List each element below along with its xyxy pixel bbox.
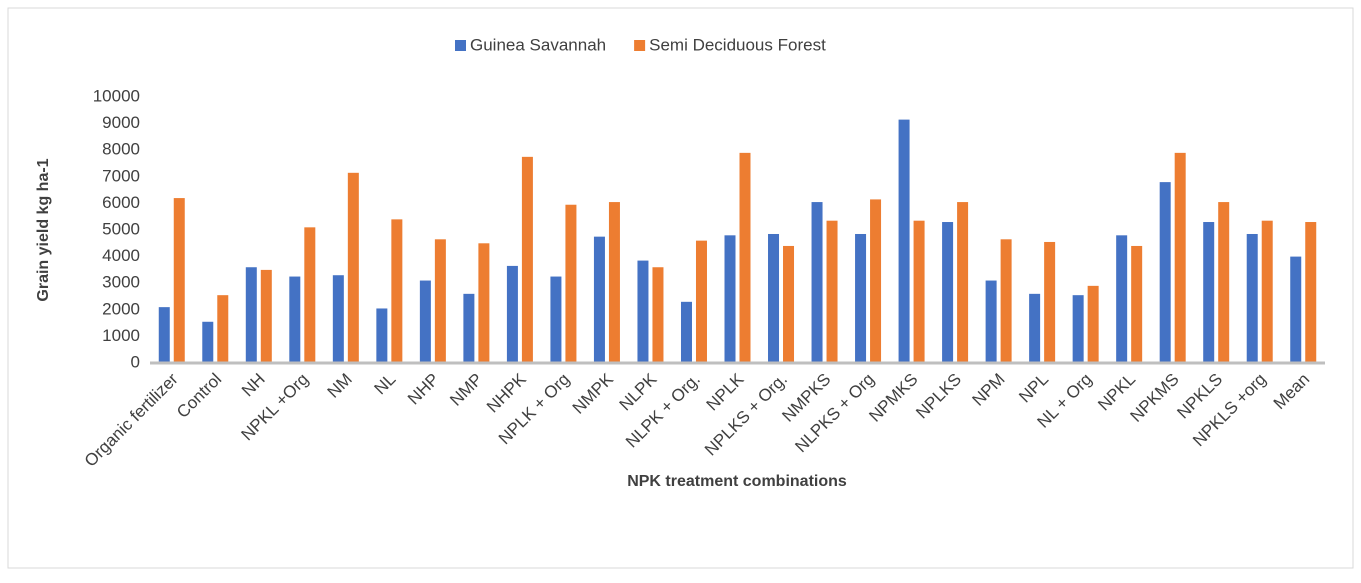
bar xyxy=(1087,285,1099,363)
bar xyxy=(1203,222,1215,363)
y-tick-label: 9000 xyxy=(102,113,140,132)
bar xyxy=(1159,182,1171,363)
bar xyxy=(506,265,518,363)
bar xyxy=(783,245,795,363)
y-axis-title: Grain yield kg ha-1 xyxy=(35,158,52,301)
bar xyxy=(739,152,751,363)
x-axis-title: NPK treatment combinations xyxy=(627,473,847,490)
bar xyxy=(1261,220,1273,363)
bar xyxy=(898,119,910,363)
bar xyxy=(1116,235,1128,363)
bar xyxy=(158,307,170,363)
bar xyxy=(347,172,359,363)
bar xyxy=(768,233,780,363)
bar xyxy=(202,321,214,363)
chart-border xyxy=(7,7,1354,569)
bar xyxy=(680,301,692,363)
bar xyxy=(289,276,301,363)
y-tick-label: 3000 xyxy=(102,273,140,292)
bar xyxy=(593,236,605,363)
bar xyxy=(434,239,446,363)
bar xyxy=(173,198,185,363)
bar xyxy=(478,243,490,363)
legend-label: Guinea Savannah xyxy=(470,35,606,54)
y-tick-label: 0 xyxy=(131,352,140,371)
bar xyxy=(957,202,969,363)
bar xyxy=(1174,152,1186,363)
bar xyxy=(1305,222,1317,363)
bar xyxy=(260,269,272,363)
bar xyxy=(1044,241,1056,363)
bar xyxy=(1290,256,1302,363)
bar xyxy=(724,235,736,363)
bar xyxy=(1000,239,1012,363)
bar xyxy=(1246,233,1258,363)
y-tick-label: 5000 xyxy=(102,219,140,238)
bar xyxy=(217,295,229,363)
legend-label: Semi Deciduous Forest xyxy=(649,35,826,54)
bar xyxy=(1072,295,1084,363)
bar xyxy=(565,204,577,363)
bar xyxy=(550,276,562,363)
bar xyxy=(608,202,620,363)
y-tick-label: 10000 xyxy=(93,86,140,105)
bar xyxy=(637,260,649,363)
bar xyxy=(332,275,344,363)
bar xyxy=(1029,293,1041,363)
bar xyxy=(826,220,838,363)
bar xyxy=(376,308,388,363)
bar xyxy=(695,240,707,363)
bar xyxy=(304,227,316,363)
legend-swatch xyxy=(455,40,466,51)
y-tick-label: 7000 xyxy=(102,166,140,185)
bar xyxy=(521,156,533,363)
bar xyxy=(1218,202,1230,363)
bar xyxy=(419,280,431,363)
bar xyxy=(913,220,925,363)
bar xyxy=(463,293,475,363)
bar xyxy=(245,267,257,363)
legend-swatch xyxy=(634,40,646,51)
bar xyxy=(985,280,997,363)
y-tick-label: 4000 xyxy=(102,246,140,265)
bar xyxy=(652,267,664,363)
bar xyxy=(1131,245,1143,363)
bar xyxy=(870,199,882,363)
y-tick-label: 8000 xyxy=(102,140,140,159)
bar xyxy=(942,222,954,363)
bar xyxy=(855,233,867,363)
bar xyxy=(811,202,823,363)
y-tick-label: 6000 xyxy=(102,193,140,212)
y-tick-label: 1000 xyxy=(102,326,140,345)
y-tick-label: 2000 xyxy=(102,299,140,318)
bar xyxy=(391,219,403,363)
